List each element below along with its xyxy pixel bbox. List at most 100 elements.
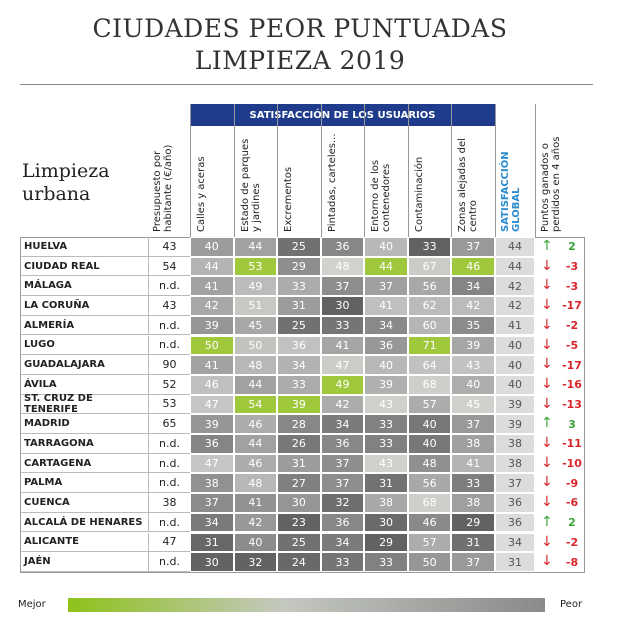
score-cell: 45 [451,394,495,415]
score-cell: 41 [320,335,365,356]
score-cell: 46 [233,414,278,434]
score-cell: 32 [320,493,365,513]
arrow: ↓ [541,356,553,373]
score-cell: 37 [451,237,495,257]
arrow: ↓ [541,375,553,392]
score-cell: 34 [277,355,321,375]
budget: 47 [148,532,190,553]
separator [190,104,191,237]
change: -11 [562,437,582,451]
score-cell: 34 [320,532,365,553]
arrow: ↓ [541,395,553,412]
score-cell: 33 [277,276,321,297]
score-cell: 25 [277,237,321,257]
row-name: CIUDAD REAL [21,257,148,277]
rule [20,84,593,85]
budget: n.d. [148,335,190,356]
score-cell: 40 [364,355,408,375]
score-cell: 44 [190,256,234,277]
score-cell: 34 [364,315,408,336]
side-label: Limpieza urbana [22,160,110,205]
score-cell: 41 [233,493,278,513]
score-cell: 40 [407,414,452,434]
score-cell: 46 [190,374,234,395]
legend-gradient [68,598,545,612]
score-cell: 50 [190,335,234,356]
score-cell: 30 [277,493,321,513]
legend-label: Mejor [18,599,46,610]
score-cell: 54 [233,394,278,415]
score-cell: 33 [407,237,452,257]
budget: 38 [148,493,190,513]
row-name: LA CORUÑA [21,296,148,316]
score-cell: 24 [277,552,321,572]
arrow: ↑ [541,415,553,432]
row-name: ALICANTE [21,533,148,553]
score-cell: 38 [451,434,495,454]
global: 31 [495,552,535,572]
score-cell: 50 [233,335,278,356]
score-cell: 39 [364,374,408,395]
score-cell: 48 [233,473,278,494]
separator [320,104,322,237]
score-cell: 57 [407,394,452,415]
arrow: ↓ [541,494,553,511]
global: 38 [495,453,535,474]
score-cell: 33 [364,414,408,434]
arrow: ↓ [541,257,553,274]
budget: 43 [148,296,190,316]
score-cell: 33 [364,434,408,454]
score-cell: 44 [233,434,278,454]
global: 44 [495,237,535,257]
row-name: MADRID [21,414,148,434]
score-cell: 31 [190,532,234,553]
separator [407,104,409,237]
score-cell: 56 [407,276,452,297]
score-cell: 45 [233,315,278,336]
row-name: MÁLAGA [21,276,148,297]
score-cell: 33 [277,374,321,395]
score-cell: 43 [451,355,495,375]
score-cell: 30 [320,296,365,316]
arrow: ↓ [541,553,553,570]
budget: n.d. [148,473,190,494]
score-cell: 34 [451,276,495,297]
score-cell: 48 [233,355,278,375]
column-header: Zonas alejadas del centro [457,138,480,232]
row-name: HUELVA [21,237,148,257]
score-cell: 36 [277,335,321,356]
budget: n.d. [148,453,190,474]
score-cell: 37 [320,473,365,494]
budget: n.d. [148,315,190,336]
column-header: Presupuesto por habitante (€/año) [152,144,174,232]
score-cell: 57 [407,532,452,553]
score-cell: 64 [407,355,452,375]
arrow: ↓ [541,454,553,471]
separator [233,104,235,237]
separator [277,104,279,237]
global: 40 [495,355,535,375]
score-cell: 40 [233,532,278,553]
arrow: ↓ [541,533,553,550]
budget: 90 [148,355,190,375]
score-cell: 33 [451,473,495,494]
change: -13 [562,397,582,411]
change: -2 [565,535,579,549]
row-name: ÁVILA [21,375,148,395]
row-name: JAÉN [21,552,148,572]
score-cell: 32 [233,552,278,572]
score-cell: 44 [233,374,278,395]
score-cell: 42 [190,296,234,316]
separator [364,104,366,237]
score-cell: 30 [190,552,234,572]
global: 36 [495,512,535,533]
score-cell: 42 [233,512,278,533]
group-header: SATISFACCIÓN DE LOS USUARIOS [190,104,495,126]
column-header: Contaminación [413,156,425,232]
budget: 53 [148,394,190,415]
score-cell: 39 [190,414,234,434]
score-cell: 30 [364,512,408,533]
budget: n.d. [148,512,190,533]
score-cell: 31 [277,453,321,474]
